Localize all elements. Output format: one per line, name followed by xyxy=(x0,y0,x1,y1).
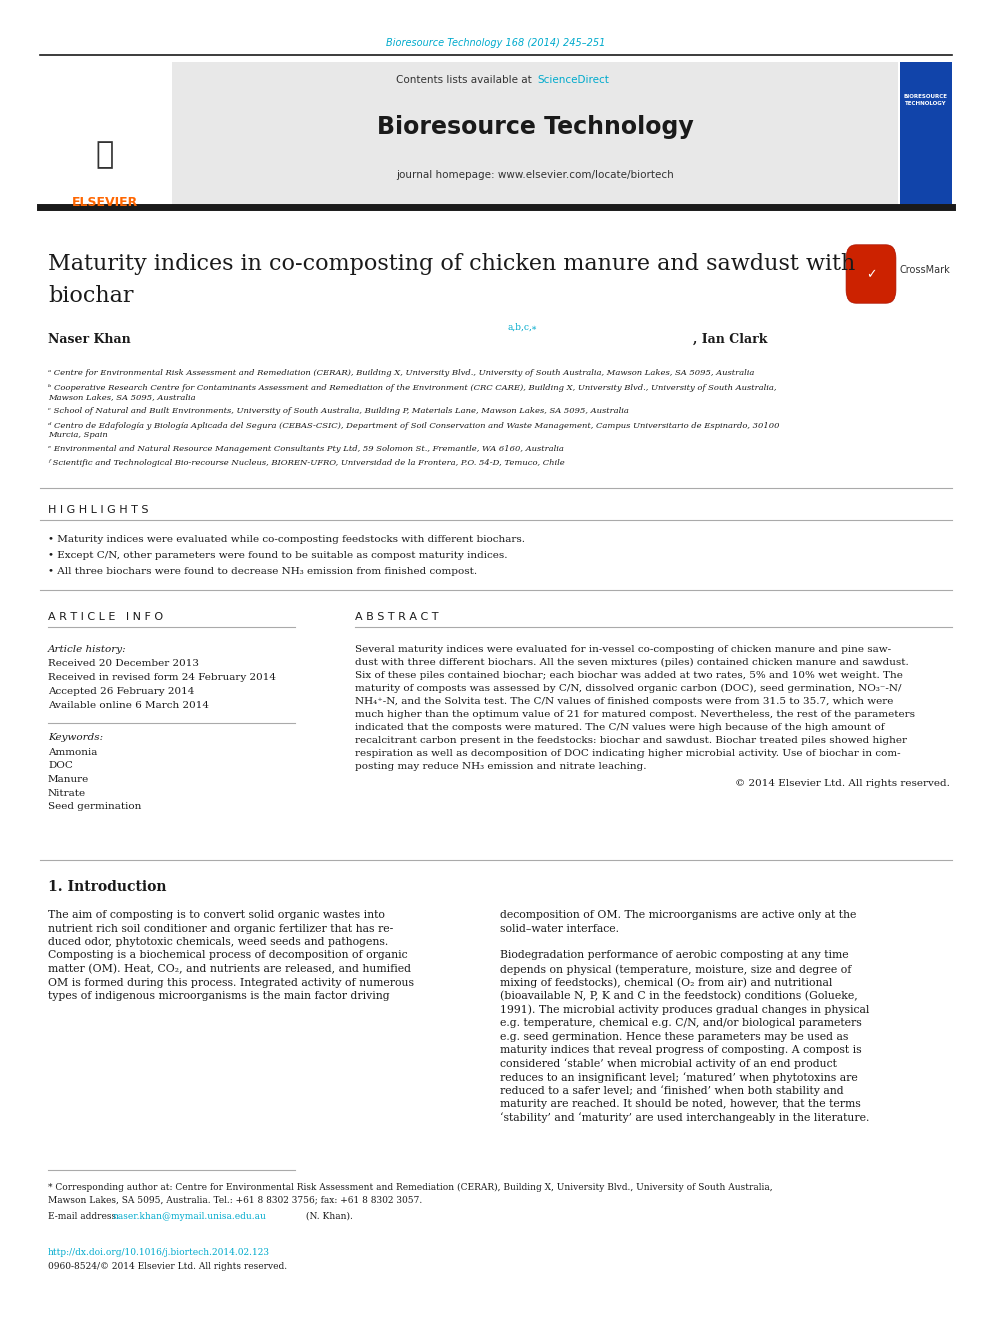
Text: 🌳: 🌳 xyxy=(96,140,114,169)
Text: OM is formed during this process. Integrated activity of numerous: OM is formed during this process. Integr… xyxy=(48,978,414,987)
Text: , Ian Clark: , Ian Clark xyxy=(693,333,768,347)
Text: Mawson Lakes, SA 5095, Australia. Tel.: +61 8 8302 3756; fax: +61 8 8302 3057.: Mawson Lakes, SA 5095, Australia. Tel.: … xyxy=(48,1195,423,1204)
Text: Keywords:: Keywords: xyxy=(48,733,103,742)
Text: Received 20 December 2013: Received 20 December 2013 xyxy=(48,659,199,668)
Text: reduces to an insignificant level; ‘matured’ when phytotoxins are: reduces to an insignificant level; ‘matu… xyxy=(500,1072,858,1082)
Text: recalcitrant carbon present in the feedstocks: biochar and sawdust. Biochar trea: recalcitrant carbon present in the feeds… xyxy=(355,736,907,745)
Text: Bioresource Technology: Bioresource Technology xyxy=(377,115,693,139)
Text: DOC: DOC xyxy=(48,762,72,770)
Text: Murcia, Spain: Murcia, Spain xyxy=(48,431,108,439)
Text: Maturity indices in co-composting of chicken manure and sawdust with: Maturity indices in co-composting of chi… xyxy=(48,253,855,275)
Text: Naser Khan: Naser Khan xyxy=(48,333,135,347)
Bar xyxy=(900,62,952,205)
Text: ᵃ Centre for Environmental Risk Assessment and Remediation (CERAR), Building X, : ᵃ Centre for Environmental Risk Assessme… xyxy=(48,369,754,377)
Text: The aim of composting is to convert solid organic wastes into: The aim of composting is to convert soli… xyxy=(48,910,385,919)
Text: e.g. seed germination. Hence these parameters may be used as: e.g. seed germination. Hence these param… xyxy=(500,1032,848,1041)
Text: reduced to a safer level; and ‘finished’ when both stability and: reduced to a safer level; and ‘finished’… xyxy=(500,1085,843,1097)
Text: © 2014 Elsevier Ltd. All rights reserved.: © 2014 Elsevier Ltd. All rights reserved… xyxy=(735,779,950,789)
Text: Manure: Manure xyxy=(48,775,89,785)
Text: indicated that the composts were matured. The C/N values were high because of th: indicated that the composts were matured… xyxy=(355,722,885,732)
Text: E-mail address:: E-mail address: xyxy=(48,1212,122,1221)
Text: maturity indices that reveal progress of composting. A compost is: maturity indices that reveal progress of… xyxy=(500,1045,862,1054)
Text: maturity are reached. It should be noted, however, that the terms: maturity are reached. It should be noted… xyxy=(500,1099,861,1109)
Text: depends on physical (temperature, moisture, size and degree of: depends on physical (temperature, moistu… xyxy=(500,964,851,975)
Text: Seed germination: Seed germination xyxy=(48,802,142,811)
Text: • Except C/N, other parameters were found to be suitable as compost maturity ind: • Except C/N, other parameters were foun… xyxy=(48,550,508,560)
Text: (bioavailable N, P, K and C in the feedstock) conditions (Golueke,: (bioavailable N, P, K and C in the feeds… xyxy=(500,991,858,1002)
Text: a,b,c,⁎: a,b,c,⁎ xyxy=(507,323,537,332)
Text: journal homepage: www.elsevier.com/locate/biortech: journal homepage: www.elsevier.com/locat… xyxy=(396,169,674,180)
Text: naser.khan@mymail.unisa.edu.au: naser.khan@mymail.unisa.edu.au xyxy=(113,1212,267,1221)
Bar xyxy=(40,62,170,205)
Text: Six of these piles contained biochar; each biochar was added at two rates, 5% an: Six of these piles contained biochar; ea… xyxy=(355,671,903,680)
Text: ᵉ Environmental and Natural Resource Management Consultants Pty Ltd, 59 Solomon : ᵉ Environmental and Natural Resource Man… xyxy=(48,445,563,452)
Text: • All three biochars were found to decrease NH₃ emission from finished compost.: • All three biochars were found to decre… xyxy=(48,568,477,576)
Text: CrossMark: CrossMark xyxy=(900,265,950,275)
Text: biochar: biochar xyxy=(48,284,134,307)
Text: ᵈ Centro de Edafología y Biología Aplicada del Segura (CEBAS-CSIC), Department o: ᵈ Centro de Edafología y Biología Aplica… xyxy=(48,422,780,430)
Text: (N. Khan).: (N. Khan). xyxy=(303,1212,353,1221)
Text: dust with three different biochars. All the seven mixtures (piles) contained chi: dust with three different biochars. All … xyxy=(355,658,909,667)
Text: types of indigenous microorganisms is the main factor driving: types of indigenous microorganisms is th… xyxy=(48,991,390,1002)
Text: Mawson Lakes, SA 5095, Australia: Mawson Lakes, SA 5095, Australia xyxy=(48,393,195,401)
Text: Biodegradation performance of aerobic composting at any time: Biodegradation performance of aerobic co… xyxy=(500,950,848,960)
Text: solid–water interface.: solid–water interface. xyxy=(500,923,619,934)
Text: decomposition of OM. The microorganisms are active only at the: decomposition of OM. The microorganisms … xyxy=(500,910,856,919)
Text: ELSEVIER: ELSEVIER xyxy=(71,196,138,209)
Text: Article history:: Article history: xyxy=(48,646,127,654)
Text: duced odor, phytotoxic chemicals, weed seeds and pathogens.: duced odor, phytotoxic chemicals, weed s… xyxy=(48,937,388,947)
Text: Bioresource Technology 168 (2014) 245–251: Bioresource Technology 168 (2014) 245–25… xyxy=(386,38,606,48)
Text: e.g. temperature, chemical e.g. C/N, and/or biological parameters: e.g. temperature, chemical e.g. C/N, and… xyxy=(500,1017,862,1028)
Text: • Maturity indices were evaluated while co-composting feedstocks with different : • Maturity indices were evaluated while … xyxy=(48,534,525,544)
Text: A R T I C L E   I N F O: A R T I C L E I N F O xyxy=(48,613,163,622)
Text: ᶠ Scientific and Technological Bio-recourse Nucleus, BIOREN-UFRO, Universidad de: ᶠ Scientific and Technological Bio-recou… xyxy=(48,459,564,467)
Text: H I G H L I G H T S: H I G H L I G H T S xyxy=(48,505,149,515)
Text: 0960-8524/© 2014 Elsevier Ltd. All rights reserved.: 0960-8524/© 2014 Elsevier Ltd. All right… xyxy=(48,1262,287,1271)
Text: Composting is a biochemical process of decomposition of organic: Composting is a biochemical process of d… xyxy=(48,950,408,960)
Text: matter (OM). Heat, CO₂, and nutrients are released, and humified: matter (OM). Heat, CO₂, and nutrients ar… xyxy=(48,964,411,974)
Text: A B S T R A C T: A B S T R A C T xyxy=(355,613,438,622)
Text: BIORESOURCE
TECHNOLOGY: BIORESOURCE TECHNOLOGY xyxy=(904,94,948,106)
Text: NH₄⁺-N, and the Solvita test. The C/N values of finished composts were from 31.5: NH₄⁺-N, and the Solvita test. The C/N va… xyxy=(355,697,894,706)
Text: http://dx.doi.org/10.1016/j.biortech.2014.02.123: http://dx.doi.org/10.1016/j.biortech.201… xyxy=(48,1248,270,1257)
FancyBboxPatch shape xyxy=(846,245,896,303)
Text: Nitrate: Nitrate xyxy=(48,789,86,798)
Bar xyxy=(172,62,898,205)
Text: 1. Introduction: 1. Introduction xyxy=(48,880,167,894)
Text: ᵇ Cooperative Research Centre for Contaminants Assessment and Remediation of the: ᵇ Cooperative Research Centre for Contam… xyxy=(48,384,777,392)
Text: maturity of composts was assessed by C/N, dissolved organic carbon (DOC), seed g: maturity of composts was assessed by C/N… xyxy=(355,684,902,693)
Text: ✓: ✓ xyxy=(866,269,876,282)
Text: Available online 6 March 2014: Available online 6 March 2014 xyxy=(48,701,209,710)
Text: Several maturity indices were evaluated for in-vessel co-composting of chicken m: Several maturity indices were evaluated … xyxy=(355,646,891,654)
Text: * Corresponding author at: Centre for Environmental Risk Assessment and Remediat: * Corresponding author at: Centre for En… xyxy=(48,1183,773,1192)
Text: ‘stability’ and ‘maturity’ are used interchangeably in the literature.: ‘stability’ and ‘maturity’ are used inte… xyxy=(500,1113,869,1123)
Text: mixing of feedstocks), chemical (O₂ from air) and nutritional: mixing of feedstocks), chemical (O₂ from… xyxy=(500,978,832,988)
Text: considered ‘stable’ when microbial activity of an end product: considered ‘stable’ when microbial activ… xyxy=(500,1058,837,1069)
Text: 1991). The microbial activity produces gradual changes in physical: 1991). The microbial activity produces g… xyxy=(500,1004,869,1015)
Text: nutrient rich soil conditioner and organic fertilizer that has re-: nutrient rich soil conditioner and organ… xyxy=(48,923,393,934)
Text: posting may reduce NH₃ emission and nitrate leaching.: posting may reduce NH₃ emission and nitr… xyxy=(355,762,647,771)
Text: Ammonia: Ammonia xyxy=(48,747,97,757)
Text: Contents lists available at: Contents lists available at xyxy=(396,75,535,85)
Text: respiration as well as decomposition of DOC indicating higher microbial activity: respiration as well as decomposition of … xyxy=(355,749,901,758)
Text: much higher than the optimum value of 21 for matured compost. Nevertheless, the : much higher than the optimum value of 21… xyxy=(355,710,915,718)
Text: ᶜ School of Natural and Built Environments, University of South Australia, Build: ᶜ School of Natural and Built Environmen… xyxy=(48,407,629,415)
Text: Received in revised form 24 February 2014: Received in revised form 24 February 201… xyxy=(48,673,276,681)
Text: ScienceDirect: ScienceDirect xyxy=(537,75,609,85)
Text: Accepted 26 February 2014: Accepted 26 February 2014 xyxy=(48,687,194,696)
